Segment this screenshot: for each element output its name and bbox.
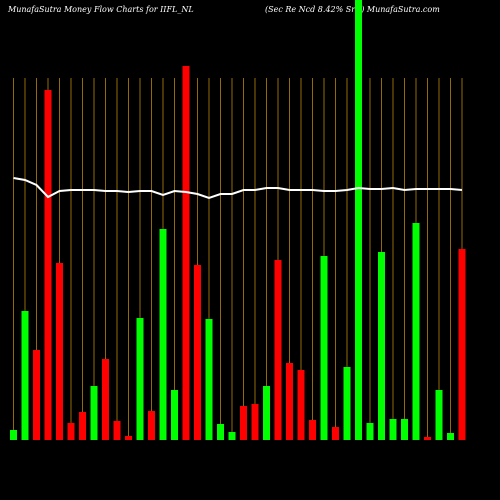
bar bbox=[21, 311, 29, 440]
bar bbox=[251, 404, 259, 440]
bar bbox=[274, 260, 282, 440]
bar bbox=[33, 350, 40, 440]
bar bbox=[424, 437, 431, 440]
bar bbox=[412, 223, 420, 440]
bar bbox=[217, 424, 224, 440]
bar bbox=[355, 0, 362, 440]
bar bbox=[458, 249, 466, 440]
bar bbox=[240, 406, 247, 440]
bar bbox=[447, 433, 454, 440]
bar bbox=[125, 436, 132, 440]
bar bbox=[366, 423, 374, 440]
bar bbox=[171, 390, 178, 440]
bar bbox=[90, 386, 98, 440]
bar bbox=[332, 427, 339, 440]
bar bbox=[435, 390, 443, 440]
bar bbox=[67, 423, 75, 440]
bar bbox=[148, 411, 155, 440]
bar bbox=[113, 421, 121, 440]
bar bbox=[56, 263, 63, 440]
bar bbox=[44, 90, 52, 440]
bar bbox=[205, 319, 213, 440]
bar bbox=[263, 386, 270, 440]
bar bbox=[228, 432, 236, 440]
bar bbox=[378, 252, 385, 440]
bar bbox=[136, 318, 144, 440]
chart-title: MunafaSutra Money Flow Charts for IIFL_N… bbox=[7, 5, 194, 14]
bar bbox=[320, 256, 328, 440]
bar bbox=[286, 363, 293, 440]
money-flow-line bbox=[13, 177, 463, 200]
bar bbox=[309, 420, 316, 440]
chart-subtitle: (Sec Re Ncd 8.42% Sr.v) MunafaSutra.com bbox=[265, 5, 440, 14]
bar bbox=[401, 419, 408, 440]
bar bbox=[79, 412, 86, 440]
bar bbox=[389, 419, 397, 440]
bar bbox=[343, 367, 351, 440]
bar bbox=[194, 265, 201, 440]
bar bbox=[297, 370, 305, 440]
bar bbox=[159, 229, 167, 440]
bar bbox=[10, 430, 17, 440]
bar bbox=[102, 359, 109, 440]
bar bbox=[182, 66, 190, 440]
